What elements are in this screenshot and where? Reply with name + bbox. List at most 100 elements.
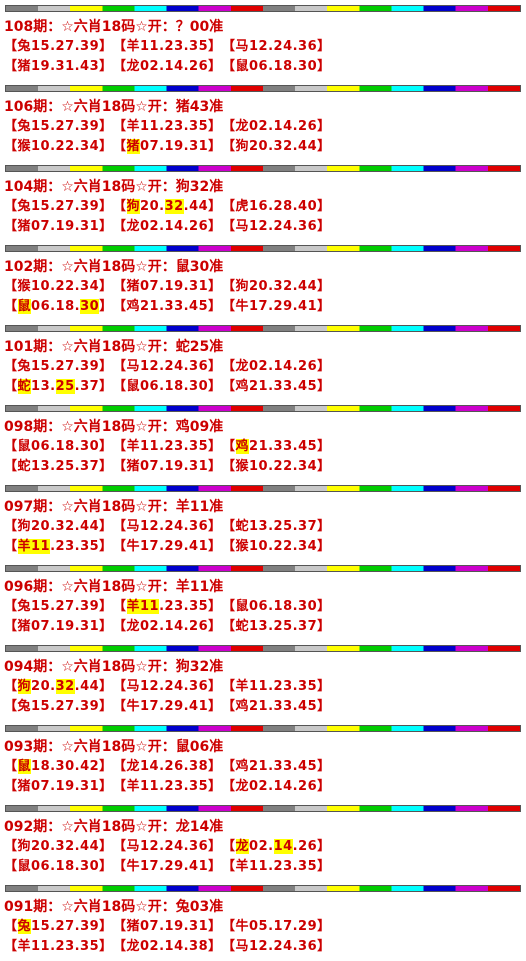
block-title: 094期：☆六肖18码☆开：狗32准 (4, 659, 224, 675)
color-stripe (5, 645, 521, 652)
color-stripe (5, 165, 521, 172)
block-title: 102期：☆六肖18码☆开：鼠30准 (4, 259, 224, 275)
item-text: 【龙02.14.26】 (222, 119, 331, 134)
item-text: .44】 (183, 199, 222, 214)
item-text: 【狗20.32.44】 (4, 519, 113, 534)
item-text: 【龙02.14.38】 (113, 939, 222, 954)
item-row: 【鼠06.18.30】【羊11.23.35】【鸡21.33.45】 (0, 437, 526, 457)
color-stripe (5, 805, 521, 812)
item-text: 【虎16.28.40】 (222, 199, 331, 214)
item-text: 【牛17.29.41】 (113, 539, 222, 554)
item-row: 【猪07.19.31】【龙02.14.26】【马12.24.36】 (0, 217, 526, 237)
item-text: 【马12.24.36】 (113, 679, 222, 694)
item-text: 【 (4, 679, 18, 694)
item: 【兔15.27.39】 (4, 917, 113, 937)
highlight-text: 羊11 (126, 599, 160, 614)
item-text: 【羊11.23.35】 (222, 859, 331, 874)
item: 【猪07.19.31】 (4, 217, 113, 237)
item: 【马12.24.36】 (113, 517, 222, 537)
item-text: 【马12.24.36】 (222, 39, 331, 54)
item-row: 【蛇13.25.37】【猪07.19.31】【猴10.22.34】 (0, 457, 526, 477)
item: 【羊11.23.35】 (4, 537, 113, 557)
block-title: 096期：☆六肖18码☆开：羊11准 (4, 579, 224, 595)
item: 【鸡21.33.45】 (222, 377, 331, 397)
item-text: .23.35】 (159, 599, 222, 614)
item: 【蛇13.25.37】 (4, 377, 113, 397)
item: 【龙02.14.26】 (113, 617, 222, 637)
item: 【蛇13.25.37】 (4, 457, 113, 477)
item: 【鼠06.18.30】 (4, 297, 113, 317)
item-text: 13. (31, 379, 56, 394)
item-text: 【龙02.14.26】 (222, 779, 331, 794)
item-text: 【猴10.22.34】 (4, 279, 113, 294)
item-row: 【兔15.27.39】【羊11.23.35】【龙02.14.26】 (0, 117, 526, 137)
item-text: 【 (4, 919, 18, 934)
item-row: 【鼠06.18.30】【鸡21.33.45】【牛17.29.41】 (0, 297, 526, 317)
item: 【龙02.14.26】 (113, 217, 222, 237)
item-text: 【牛17.29.41】 (113, 859, 222, 874)
item: 【羊11.23.35】 (113, 777, 222, 797)
item-text: 【猪07.19.31】 (4, 779, 113, 794)
item: 【马12.24.36】 (113, 837, 222, 857)
item: 【羊11.23.35】 (4, 937, 113, 957)
item-text: 【猪07.19.31】 (4, 619, 113, 634)
item-row: 【猪07.19.31】【龙02.14.26】【蛇13.25.37】 (0, 617, 526, 637)
item: 【龙14.26.38】 (113, 757, 222, 777)
block-title: 093期：☆六肖18码☆开：鼠06准 (4, 739, 224, 755)
highlight-text: 龙 (235, 839, 250, 854)
item-text: 【鸡21.33.45】 (222, 699, 331, 714)
item: 【猪07.19.31】 (113, 137, 222, 157)
item: 【兔15.27.39】 (4, 697, 113, 717)
item-text: 【牛05.17.29】 (222, 919, 331, 934)
item-text: 【牛17.29.41】 (113, 699, 222, 714)
item: 【牛05.17.29】 (222, 917, 331, 937)
highlight-text: 羊11 (17, 539, 51, 554)
item-text: 20. (140, 199, 165, 214)
block-title: 104期：☆六肖18码☆开：狗32准 (4, 179, 224, 195)
item-row: 【兔15.27.39】【羊11.23.35】【马12.24.36】 (0, 37, 526, 57)
item-text: 【马12.24.36】 (113, 519, 222, 534)
highlight-text: 14 (273, 839, 293, 854)
item: 【马12.24.36】 (222, 217, 331, 237)
item-row: 【猪07.19.31】【羊11.23.35】【龙02.14.26】 (0, 777, 526, 797)
item-text: 【 (4, 299, 18, 314)
item-row: 【猪19.31.43】【龙02.14.26】【鼠06.18.30】 (0, 57, 526, 77)
item-text: 02. (249, 839, 274, 854)
item: 【鸡21.33.45】 (222, 437, 331, 457)
item-row: 【兔15.27.39】【马12.24.36】【龙02.14.26】 (0, 357, 526, 377)
block: 098期：☆六肖18码☆开：鸡09准 【鼠06.18.30】【羊11.23.35】… (0, 400, 526, 480)
item-text: 【 (4, 539, 18, 554)
block: 094期：☆六肖18码☆开：狗32准 【狗20.32.44】【马12.24.36】… (0, 640, 526, 720)
block: 096期：☆六肖18码☆开：羊11准 【兔15.27.39】【羊11.23.35】… (0, 560, 526, 640)
item-text: 【龙02.14.26】 (113, 59, 222, 74)
color-stripe (5, 325, 521, 332)
item-text: 【龙14.26.38】 (113, 759, 222, 774)
item: 【鼠06.18.30】 (4, 437, 113, 457)
item-row: 【猴10.22.34】【猪07.19.31】【狗20.32.44】 (0, 277, 526, 297)
item-text: 【狗20.32.44】 (222, 139, 331, 154)
item-text: 15.27.39】 (31, 919, 113, 934)
item: 【羊11.23.35】 (113, 437, 222, 457)
item: 【鸡21.33.45】 (222, 757, 331, 777)
item-text: 【牛17.29.41】 (222, 299, 331, 314)
item-text: 【鼠06.18.30】 (4, 439, 113, 454)
highlight-text: 25 (55, 379, 75, 394)
item-text: 【鸡21.33.45】 (222, 379, 331, 394)
block-title: 108期：☆六肖18码☆开：？00准 (4, 19, 224, 35)
item-text: .37】 (74, 379, 113, 394)
item-text: 【 (113, 199, 127, 214)
block: 106期：☆六肖18码☆开：猪43准 【兔15.27.39】【羊11.23.35】… (0, 80, 526, 160)
item: 【狗20.32.44】 (222, 277, 331, 297)
block: 102期：☆六肖18码☆开：鼠30准【猴10.22.34】【猪07.19.31】… (0, 240, 526, 320)
item-text: 】 (99, 299, 113, 314)
item-text: 【狗20.32.44】 (4, 839, 113, 854)
item: 【虎16.28.40】 (222, 197, 331, 217)
item: 【马12.24.36】 (222, 37, 331, 57)
item-text: .44】 (74, 679, 113, 694)
highlight-text: 猪 (126, 139, 141, 154)
highlight-text: 狗 (17, 679, 32, 694)
item-text: 【狗20.32.44】 (222, 279, 331, 294)
item-row: 【狗20.32.44】【马12.24.36】【蛇13.25.37】 (0, 517, 526, 537)
item-row: 【兔15.27.39】【狗20.32.44】【虎16.28.40】 (0, 197, 526, 217)
